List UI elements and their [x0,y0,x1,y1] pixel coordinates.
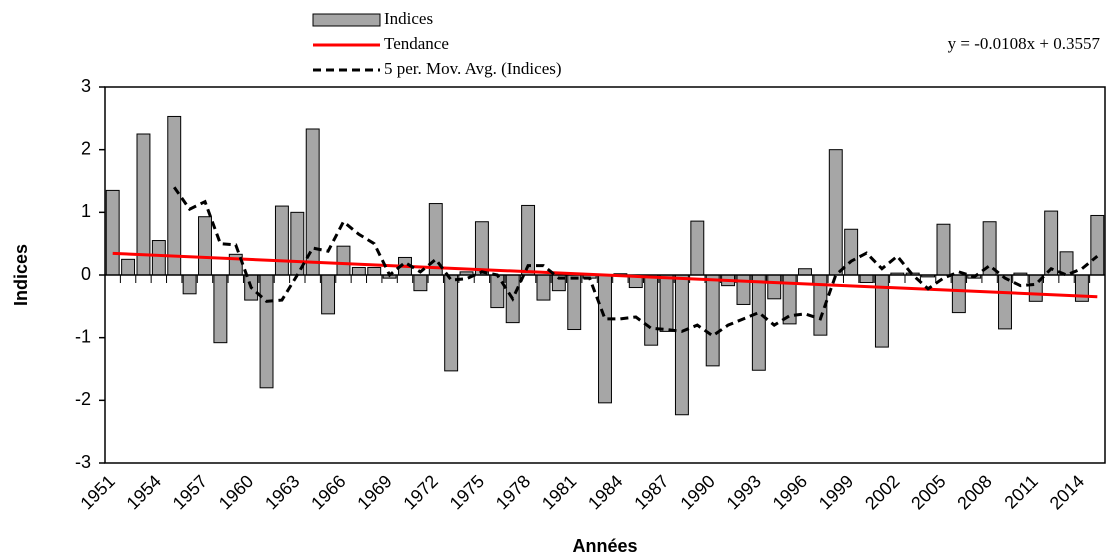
bar [844,228,859,276]
y-tick-label: -1 [75,326,91,346]
bar [659,274,674,332]
bar [1090,214,1105,276]
x-tick-label: 1975 [446,471,488,513]
bar [490,274,505,309]
bar [751,274,766,371]
bar [259,274,274,389]
x-tick-label: 1957 [169,471,211,513]
bar [859,274,874,284]
x-tick-label: 2008 [953,471,995,513]
bar [151,240,166,276]
bar [444,274,459,372]
bar [474,221,489,276]
legend-swatch-bars [312,13,381,27]
bar [336,245,351,276]
legend-label: Tendance [384,34,449,53]
bar [828,149,843,276]
y-tick-label: -3 [75,452,91,472]
x-tick-label: 1990 [676,471,718,513]
y-tick-label: -2 [75,389,91,409]
bar [767,274,782,300]
x-tick-label: 1963 [261,471,303,513]
y-tick-label: 2 [81,138,91,158]
bar [644,274,659,346]
bar [182,274,197,295]
x-tick-label: 1978 [492,471,534,513]
bar [367,266,382,276]
x-tick-label: 1966 [307,471,349,513]
bar [321,274,336,315]
bar [736,274,751,305]
bar [351,266,366,276]
bar [674,274,689,416]
x-tick-label: 1984 [584,471,626,513]
y-tick-label: 3 [81,76,91,96]
bar [198,216,212,276]
x-tick-label: 1987 [630,471,672,513]
bar [413,274,428,292]
x-tick-label: 1969 [353,471,395,513]
x-tick-label: 1960 [215,471,257,513]
x-tick-label: 1954 [123,471,165,513]
bar [105,189,120,276]
bar [274,205,289,276]
bar [936,223,951,276]
x-axis-title: Années [572,536,637,556]
bar [213,274,228,344]
legend-label: 5 per. Mov. Avg. (Indices) [384,59,562,78]
legend-label: Indices [384,9,433,28]
bar [705,274,720,367]
x-tick-label: 2005 [907,471,949,513]
x-tick-label: 2002 [861,471,903,513]
bar [567,274,582,331]
x-tick-label: 2014 [1046,471,1088,513]
y-tick-label: 0 [81,264,91,284]
y-tick-label: 1 [81,201,91,221]
trend-line [112,251,1098,299]
x-tick-label: 1981 [538,471,580,513]
x-tick-label: 1996 [769,471,811,513]
bar [998,274,1012,330]
trend-equation: y = -0.0108x + 0.3557 [948,34,1101,53]
bar [982,221,997,276]
x-tick-label: 1999 [815,471,857,513]
x-tick-label: 1972 [399,471,441,513]
bar [121,258,136,276]
bar [536,274,551,301]
x-tick-label: 1951 [76,471,118,513]
bar [690,220,705,276]
bar [598,274,612,404]
bar [1044,210,1059,276]
bar [951,274,966,314]
bar [167,115,182,276]
bar [1059,251,1074,276]
x-tick-label: 2011 [1000,471,1042,513]
y-axis-title: Indices [11,244,31,306]
bar [798,268,812,276]
x-tick-label: 1993 [723,471,765,513]
moving-average-line [173,186,1099,338]
